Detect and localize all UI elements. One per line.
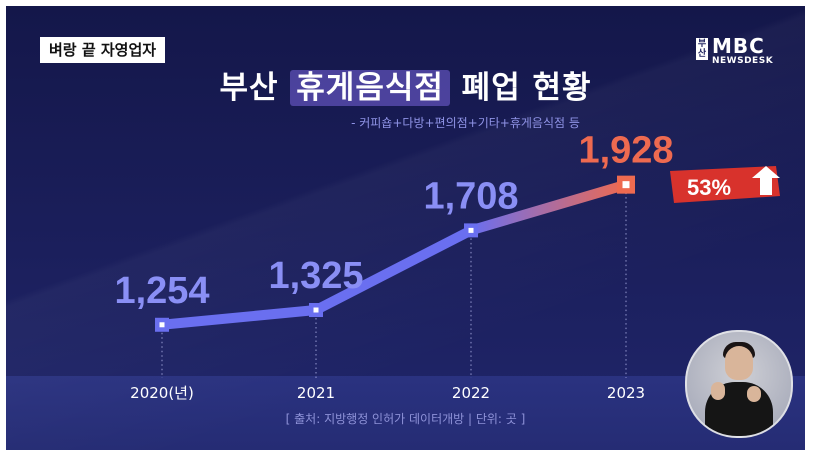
data-label: 1,708 — [423, 175, 518, 217]
data-point-center — [468, 227, 474, 233]
x-tick-label: 2021 — [297, 384, 335, 402]
title-before: 부산 — [219, 70, 291, 106]
chart-subtitle: - 커피숍+다방+편의점+기타+휴게음식점 등 — [351, 116, 580, 130]
badge-shape — [670, 166, 780, 203]
header-tag: 벼랑 끝 자영업자 — [40, 37, 166, 63]
data-label: 1,325 — [268, 255, 363, 297]
interpreter-hand-left — [711, 382, 725, 400]
line-chart: 1,254 1,325 1,708 1,928 2020(년) 2021 2022 2023… — [114, 130, 780, 402]
title-after: 폐업 현황 — [449, 70, 592, 106]
chart-title: 부산 휴게음식점 폐업 현황 — [6, 62, 805, 107]
badge-text: 53% — [687, 175, 731, 200]
logo-sub: NEWSDESK — [712, 56, 774, 66]
series-line-segment — [311, 225, 476, 316]
data-point-center — [159, 322, 165, 328]
logo-brand: MBC — [712, 34, 765, 58]
interpreter-head — [725, 346, 753, 380]
x-tick-label: 2023 — [607, 384, 645, 402]
sign-language-interpreter — [685, 330, 793, 438]
arrow-up-icon — [752, 166, 780, 195]
data-label: 1,928 — [578, 130, 673, 172]
data-label: 1,254 — [114, 270, 209, 312]
x-tick-label: 2022 — [452, 384, 490, 402]
series-line-segment — [157, 305, 321, 330]
data-point-center — [313, 307, 319, 313]
source-note: [ 출처: 지방행정 인허가 데이터개방 | 단위: 곳 ] — [285, 412, 526, 426]
growth-badge: 53% — [670, 166, 780, 203]
x-tick-label: 2020(년) — [130, 384, 194, 402]
interpreter-hand-right — [747, 386, 761, 402]
title-highlight: 휴게음식점 — [290, 70, 450, 106]
series-line-segment — [466, 179, 631, 236]
floor-band — [6, 376, 805, 450]
data-point-center — [622, 181, 630, 189]
logo-city: 부산 — [696, 38, 708, 60]
broadcast-frame: 벼랑 끝 자영업자 부산 휴게음식점 폐업 현황 - 커피숍+다방+편의점+기타… — [6, 6, 805, 450]
